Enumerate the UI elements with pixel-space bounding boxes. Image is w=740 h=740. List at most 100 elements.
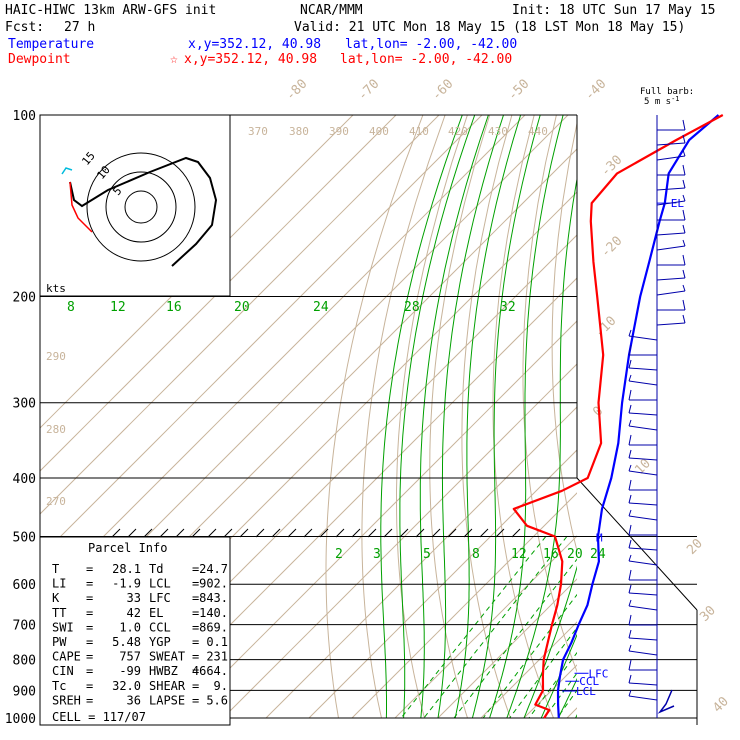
wind-barb-flag — [628, 359, 632, 369]
parcel-equals: = — [192, 577, 199, 591]
wind-barb-flag — [682, 269, 686, 279]
isotherm-line — [222, 363, 577, 719]
wind-barb-flag — [682, 149, 686, 157]
mixing-ratio-label: 12 — [511, 547, 527, 562]
pressure-tick-label: 600 — [13, 578, 36, 593]
wind-barb — [628, 494, 658, 506]
pressure-tick-label: 1000 — [5, 712, 36, 727]
parcel-equals: = — [86, 679, 93, 693]
wind-barb-staff — [628, 605, 658, 611]
wind-barb — [628, 569, 657, 581]
theta-label: 370 — [248, 125, 268, 138]
mixing-ratio-label: 16 — [543, 547, 559, 562]
barb-legend-line1: Full barb: — [640, 87, 694, 97]
moist-adiabat-line — [506, 176, 577, 719]
wind-barb — [656, 314, 686, 326]
level-label-el: EL — [671, 197, 685, 210]
wind-barb — [628, 374, 658, 386]
isobar-tick — [159, 528, 169, 538]
wind-barb — [628, 659, 657, 671]
wind-barb — [657, 209, 686, 221]
parcel-cell: CELL = 117/07 — [52, 710, 146, 724]
isobar-tick — [175, 528, 185, 538]
mixing-ratio-label: 2 — [335, 547, 343, 562]
parcel-equals: = — [192, 606, 199, 620]
wind-barb-staff — [628, 682, 658, 686]
moist-adiabat-line — [523, 565, 577, 719]
wind-barb — [656, 269, 686, 281]
wind-barb — [628, 389, 657, 401]
isobar-tick — [495, 528, 505, 538]
parcel-value: 32.0 — [112, 679, 141, 693]
wind-barb-flag — [628, 554, 632, 562]
wind-barb-flag — [628, 389, 632, 401]
wind-barb-staff — [628, 380, 658, 386]
isotherm-line — [40, 115, 483, 558]
wind-barb-flag — [628, 509, 632, 517]
wind-barb-flag — [628, 344, 632, 356]
parcel-equals: = — [86, 620, 93, 634]
parcel-info-row: SWI = 1.0 CCL = 869. — [52, 620, 228, 634]
isobar-tick — [447, 528, 457, 538]
parcel-label: LCL — [149, 577, 171, 591]
isotherm-line — [394, 535, 577, 719]
wind-barb-flag — [628, 569, 632, 581]
wind-barb — [628, 434, 657, 446]
parcel-info-row: K = 33 LFC = 843. — [52, 591, 228, 605]
level-label-m: M — [596, 531, 603, 544]
wind-barb-flag — [628, 404, 632, 414]
isobar-tick — [319, 528, 329, 538]
barb-legend-line2: 5 m s-1 — [644, 95, 680, 107]
parcel-label: HWBZ — [149, 664, 178, 678]
fcst-value: 27 h — [64, 20, 95, 35]
parcel-info-row: LI = -1.9 LCL = 902. — [52, 577, 228, 591]
pressure-tick-label: 900 — [13, 684, 36, 699]
parcel-value: 4664. — [192, 664, 228, 678]
theta-label: 440 — [528, 125, 548, 138]
mixing-ratio-line — [509, 626, 577, 719]
parcel-info-row: PW = 5.48 YGP = 0.1 — [52, 635, 228, 649]
parcel-value: -99 — [119, 664, 141, 678]
parcel-equals: = — [86, 606, 93, 620]
parcel-label: T — [52, 562, 59, 576]
mixing-ratio-label: 8 — [472, 547, 480, 562]
parcel-info-row: T = 28.1 Td = 24.7 — [52, 562, 228, 576]
wind-barb-staff — [628, 412, 658, 416]
parcel-value: 757 — [119, 650, 141, 664]
wind-barb-flag — [628, 599, 632, 607]
parcel-value: 42 — [127, 606, 141, 620]
theta-label: 430 — [488, 125, 508, 138]
wind-barb-flag — [628, 629, 632, 639]
wind-barb — [628, 614, 657, 626]
wind-barb — [628, 329, 658, 341]
mixing-ratio-line — [482, 593, 577, 719]
parcel-label: LAPSE — [149, 693, 185, 707]
wind-barb-flag — [682, 194, 686, 202]
valid-time: Valid: 21 UTC Mon 18 May 15 (18 LST Mon … — [294, 20, 685, 35]
mixing-ratio-label: 20 — [567, 547, 583, 562]
isotherm-line — [480, 621, 577, 719]
isobar-tick — [255, 528, 265, 538]
wind-barb — [628, 584, 658, 596]
parcel-value: 9. — [214, 679, 228, 693]
isobar-tick — [351, 528, 361, 538]
isotherm-line — [437, 578, 577, 719]
isobar-tick — [271, 528, 281, 538]
pressure-tick-label: 200 — [13, 291, 36, 306]
level-label-ccl: CCL — [579, 675, 599, 688]
parcel-info-row: CAPE = 757 SWEAT = 231 — [52, 650, 228, 664]
wind-barb-flag — [628, 674, 632, 684]
wind-barb-flag — [628, 464, 632, 472]
parcel-equals: = — [86, 664, 93, 678]
wind-barb-flag — [628, 644, 632, 652]
parcel-label: Td — [149, 562, 163, 576]
parcel-label: TT — [52, 606, 66, 620]
level-label-lcl: LCL — [576, 685, 596, 698]
wind-barb-flag — [628, 449, 632, 459]
wind-barb — [628, 479, 657, 491]
wind-barb — [628, 524, 657, 536]
wind-barb-flag — [628, 659, 632, 671]
parcel-equals: = — [192, 635, 199, 649]
mixing-ratio-label: 3 — [373, 547, 381, 562]
